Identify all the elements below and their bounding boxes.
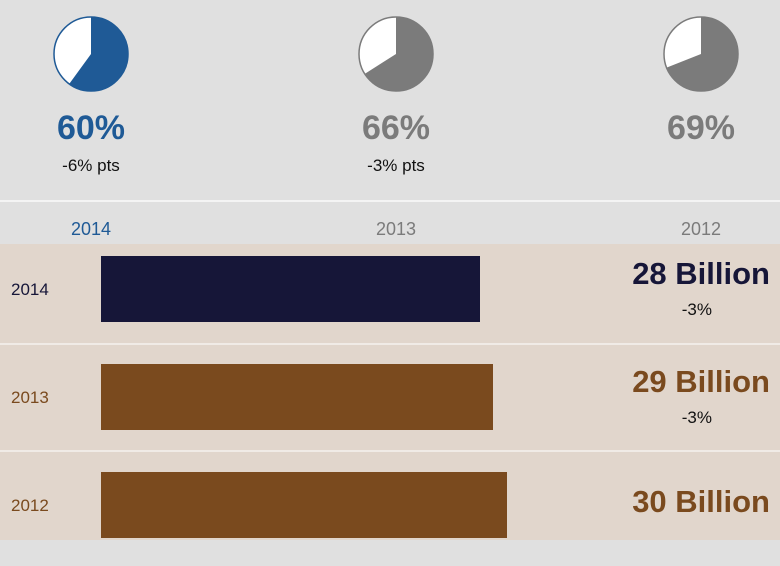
pie-column-2012: 69% bbox=[611, 0, 780, 200]
pie-year-label-2013: 2013 bbox=[375, 219, 417, 239]
pie-chart-2014 bbox=[53, 16, 129, 92]
bar-category-label: 2012 bbox=[11, 496, 49, 515]
bar-category-label: 2014 bbox=[11, 280, 49, 299]
pie-year-label-2014: 2014 bbox=[70, 219, 112, 239]
pie-column-2013: 66% -3% pts bbox=[306, 0, 486, 200]
row-divider bbox=[0, 450, 780, 452]
bar bbox=[101, 256, 480, 322]
bar-row-2014: 2014 28 Billion -3% bbox=[0, 244, 780, 350]
row-divider bbox=[0, 343, 780, 345]
pie-change-label: -3% pts bbox=[367, 156, 425, 175]
pie-value-label: 60% bbox=[56, 109, 126, 147]
pie-chart-2012 bbox=[663, 16, 739, 92]
pie-value-label: 69% bbox=[666, 109, 736, 147]
section-divider bbox=[0, 200, 780, 202]
bar bbox=[101, 364, 494, 430]
bar-value-label: 30 Billion bbox=[632, 484, 770, 519]
bar-value-label: 29 Billion bbox=[632, 364, 770, 399]
pie-value-label: 66% bbox=[361, 109, 431, 147]
pie-column-2014: 60% -6% pts bbox=[1, 0, 181, 200]
bar-category-label: 2013 bbox=[11, 388, 49, 407]
pie-change-label: -6% pts bbox=[62, 156, 120, 175]
bar bbox=[101, 472, 507, 538]
bar-change-label: -3% bbox=[681, 300, 712, 319]
pie-slice bbox=[364, 17, 433, 92]
pie-chart-2013 bbox=[358, 16, 434, 92]
bar-row-2012: 2012 30 Billion bbox=[0, 460, 780, 566]
pie-year-label-2012: 2012 bbox=[680, 219, 722, 239]
bar-value-label: 28 Billion bbox=[632, 256, 770, 291]
pie-year-labels: 2014 2013 2012 bbox=[0, 202, 780, 244]
pie-slice bbox=[69, 17, 129, 91]
pie-panel: 60% -6% pts 66% -3% pts 69% bbox=[0, 0, 780, 200]
pie-slice bbox=[666, 17, 739, 91]
bar-change-label: -3% bbox=[681, 408, 712, 427]
bar-row-2013: 2013 29 Billion -3% bbox=[0, 352, 780, 458]
bar-chart-panel: 2014 28 Billion -3% 2013 29 Billion -3% … bbox=[0, 244, 780, 540]
